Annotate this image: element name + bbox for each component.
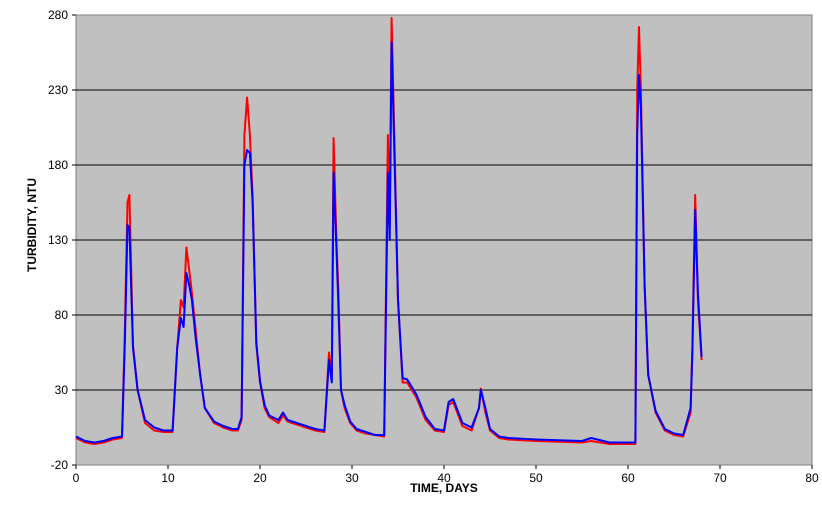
y-tick-label: 230 — [48, 83, 68, 97]
y-tick-label: -20 — [51, 458, 69, 472]
x-tick-label: 40 — [437, 471, 451, 485]
y-tick-label: 130 — [48, 233, 68, 247]
x-tick-label: 50 — [529, 471, 543, 485]
y-tick-label: 280 — [48, 8, 68, 22]
series-lines — [75, 17, 703, 445]
x-tick-label: 20 — [253, 471, 267, 485]
y-axis-ticks: -20 30 80 130 180 230 280 — [48, 8, 76, 472]
x-tick-label: 10 — [161, 471, 175, 485]
y-axis-label: TURBIDITY, NTU — [25, 178, 39, 272]
x-axis-label: TIME, DAYS — [410, 481, 478, 495]
x-tick-label: 80 — [805, 471, 819, 485]
x-tick-label: 30 — [345, 471, 359, 485]
gridlines — [76, 89, 812, 391]
y-tick-label: 180 — [48, 158, 68, 172]
series-line-2 — [75, 41, 703, 444]
x-tick-label: 0 — [73, 471, 80, 485]
y-tick-label: 80 — [55, 308, 69, 322]
x-axis-ticks: 0 10 20 30 40 50 60 70 80 — [73, 465, 819, 485]
x-tick-label: 70 — [713, 471, 727, 485]
x-tick-label: 60 — [621, 471, 635, 485]
y-tick-label: 30 — [55, 383, 69, 397]
